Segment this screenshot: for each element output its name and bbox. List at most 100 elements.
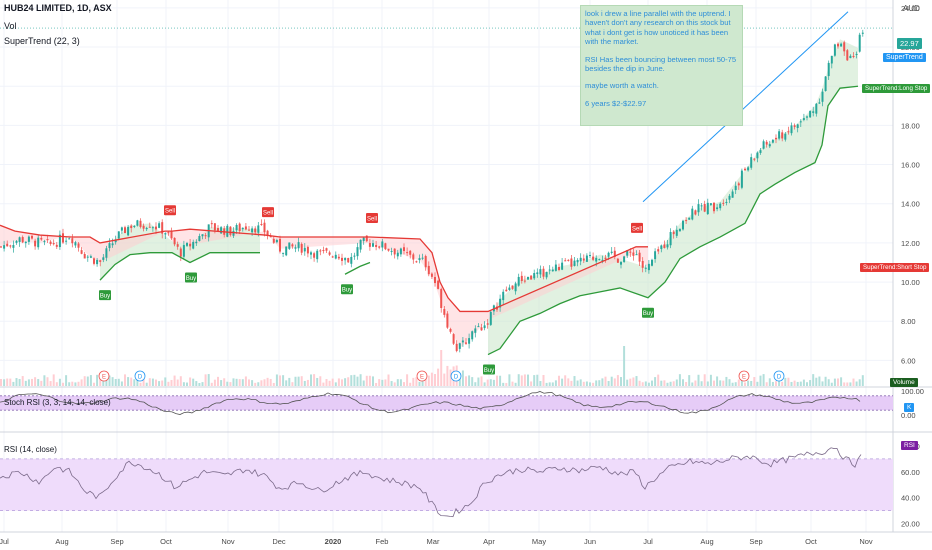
volume-bar [241,379,244,386]
candle-body [443,309,446,315]
trendline[interactable] [0,11,893,203]
candle-body [685,220,688,222]
buy-label: Buy [100,294,110,300]
earnings-label: E [420,375,424,381]
volume-bar [632,377,635,386]
candle-body [52,243,55,245]
candle-body [505,289,508,292]
stoch-band [0,395,893,411]
volume-bar [471,377,474,386]
candle-body [74,242,77,246]
volume-bar [480,376,483,386]
volume-bar [620,377,622,386]
candle-body [579,257,582,262]
candle-body [499,298,502,308]
volume-bar [232,378,235,386]
candle-body [195,241,198,244]
candle-body [27,236,30,242]
volume-bar [381,379,384,386]
volume-bar [384,379,387,386]
volume-bar [316,377,319,386]
dividend-marker [134,370,146,382]
candle-body [325,248,328,251]
rsi-tick-label: 40.00 [901,494,920,503]
volume-bar [765,382,768,386]
candle-body [111,243,114,246]
volume-bar [678,374,681,386]
volume-bar [86,376,89,386]
volume-bar [406,374,409,386]
candle-body [164,233,167,235]
candle-body [765,141,768,145]
volume-bar [74,382,77,386]
candle-body [248,229,250,231]
candle-body [201,234,204,237]
candle-body [737,183,740,186]
volume-bar [83,376,86,386]
volume-bar [396,379,399,386]
candle-body [158,223,161,228]
volume-bar [356,376,359,386]
candle-body [0,246,2,248]
volume-bar [725,376,728,386]
rsi-band [0,458,893,511]
candle-body [775,137,777,140]
volume-bar [269,378,272,386]
candle-body [77,243,80,248]
candle-body [285,246,288,256]
volume-bar [235,378,238,386]
volume-bar [49,381,52,386]
rsi-legend[interactable]: RSI (14, close) [4,445,57,454]
text-note[interactable]: look i drew a line parallel with the upt… [580,5,743,126]
candle-body [725,201,728,203]
volume-bar [496,375,498,386]
time-tick-label: Jul [0,537,9,546]
volume-bar [328,380,331,386]
time-tick-label: Oct [160,537,173,546]
volume-bar [530,381,533,386]
candle-body [815,103,818,114]
candle-body [734,185,737,191]
candle-body [452,334,455,344]
volume-bar [192,378,195,386]
candle-body [192,241,195,249]
candle-body [558,266,560,270]
volume-bar [347,377,350,386]
candle-body [846,50,849,61]
volume-bar [434,374,436,386]
supertrend-legend[interactable]: SuperTrend (22, 3) [4,36,80,46]
vol-legend[interactable]: Vol [4,21,17,31]
sell-label: Sell [165,209,175,215]
volume-bar [514,382,517,386]
volume-bar [294,376,297,386]
volume-bar [173,375,176,386]
candle-body [678,228,681,232]
volume-bar [629,378,632,386]
candle-body [341,257,343,261]
volume-bar [285,380,288,386]
candle-body [434,276,436,284]
candle-body [241,227,244,230]
volume-bar [24,380,27,386]
volume-bar [604,376,607,386]
time-tick-label: Aug [55,537,68,546]
candle-body [232,231,235,236]
volume-bar [539,381,542,386]
candle-body [15,240,18,243]
volume-bar [46,377,49,386]
volume-bar [796,381,799,386]
candle-body [582,258,585,261]
volume-bar [195,381,198,386]
candle-body [155,226,157,230]
volume-bar [489,379,492,386]
symbol-title[interactable]: HUB24 LIMITED, 1D, ASX [4,3,112,13]
stoch-rsi-legend[interactable]: Stoch RSI (3, 3, 14, 14, close) [4,398,111,407]
candle-body [821,91,824,102]
volume-bar [282,375,285,386]
candle-body [49,241,52,244]
volume-bar [709,374,712,386]
candle-body [536,272,539,275]
volume-bar [130,377,133,386]
